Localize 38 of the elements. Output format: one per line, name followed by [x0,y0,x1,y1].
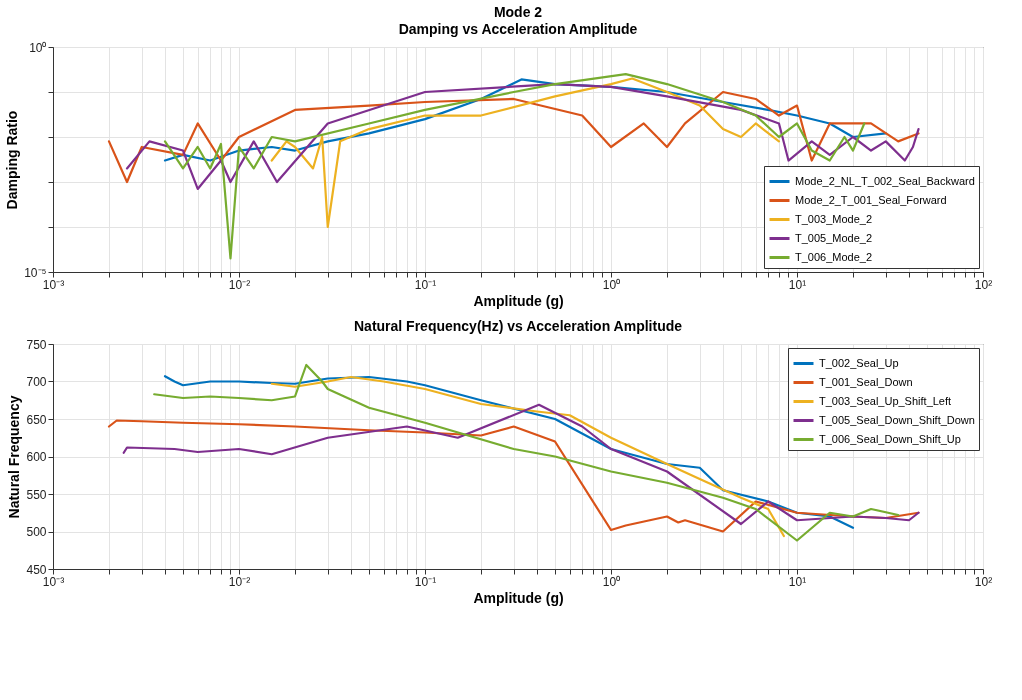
chart-subtitle: Damping vs Acceleration Amplitude [398,21,638,37]
legend-label: T_005_Seal_Down_Shift_Down [819,413,975,426]
legend-label: T_003_Mode_2 [795,212,873,225]
legend-label: Mode_2_T_001_Seal_Forward [795,193,947,206]
x-tick-label: 10² [974,574,993,589]
x-axis-title: Amplitude (g) [473,589,564,606]
y-tick-label: 700 [26,375,47,389]
x-tick-label: 10⁻² [228,574,251,589]
x-tick-label: 10² [974,277,993,292]
y-tick-label: 10⁰ [29,40,47,55]
y-axis-title: Natural Frequency [6,395,23,519]
y-tick-label: 750 [26,337,47,352]
legend-label: T_003_Seal_Up_Shift_Left [819,394,952,407]
legend-label: T_002_Seal_Up [819,356,899,369]
x-tick-label: 10⁰ [602,277,621,292]
chart-title: Natural Frequency(Hz) vs Acceleration Amplitude [353,318,683,334]
x-tick-label: 10⁻³ [42,574,65,589]
legend-label: T_006_Mode_2 [795,250,873,263]
x-tick-label: 10⁻¹ [414,277,437,292]
x-axis-title: Amplitude (g) [473,292,564,309]
y-tick-label: 450 [26,562,47,577]
y-tick-label: 650 [26,412,47,427]
x-tick-label: 10⁰ [602,574,621,589]
x-tick-label: 10⁻³ [42,277,65,292]
y-tick-label: 550 [26,487,47,502]
chart-title: Mode 2 [493,4,543,20]
legend-label: T_005_Mode_2 [795,231,873,244]
x-tick-label: 10⁻² [228,277,251,292]
legend-label: Mode_2_NL_T_002_Seal_Backward [795,174,975,187]
legend-label: T_001_Seal_Down [819,375,913,388]
y-axis-title: Damping Ratio [4,110,21,210]
y-tick-label: 10⁻⁵ [24,265,47,280]
x-tick-label: 10¹ [788,277,807,292]
y-tick-label: 600 [26,450,47,464]
y-tick-label: 500 [26,525,47,539]
legend-label: T_006_Seal_Down_Shift_Up [819,432,961,445]
x-tick-label: 10⁻¹ [414,574,437,589]
x-tick-label: 10¹ [788,574,807,589]
